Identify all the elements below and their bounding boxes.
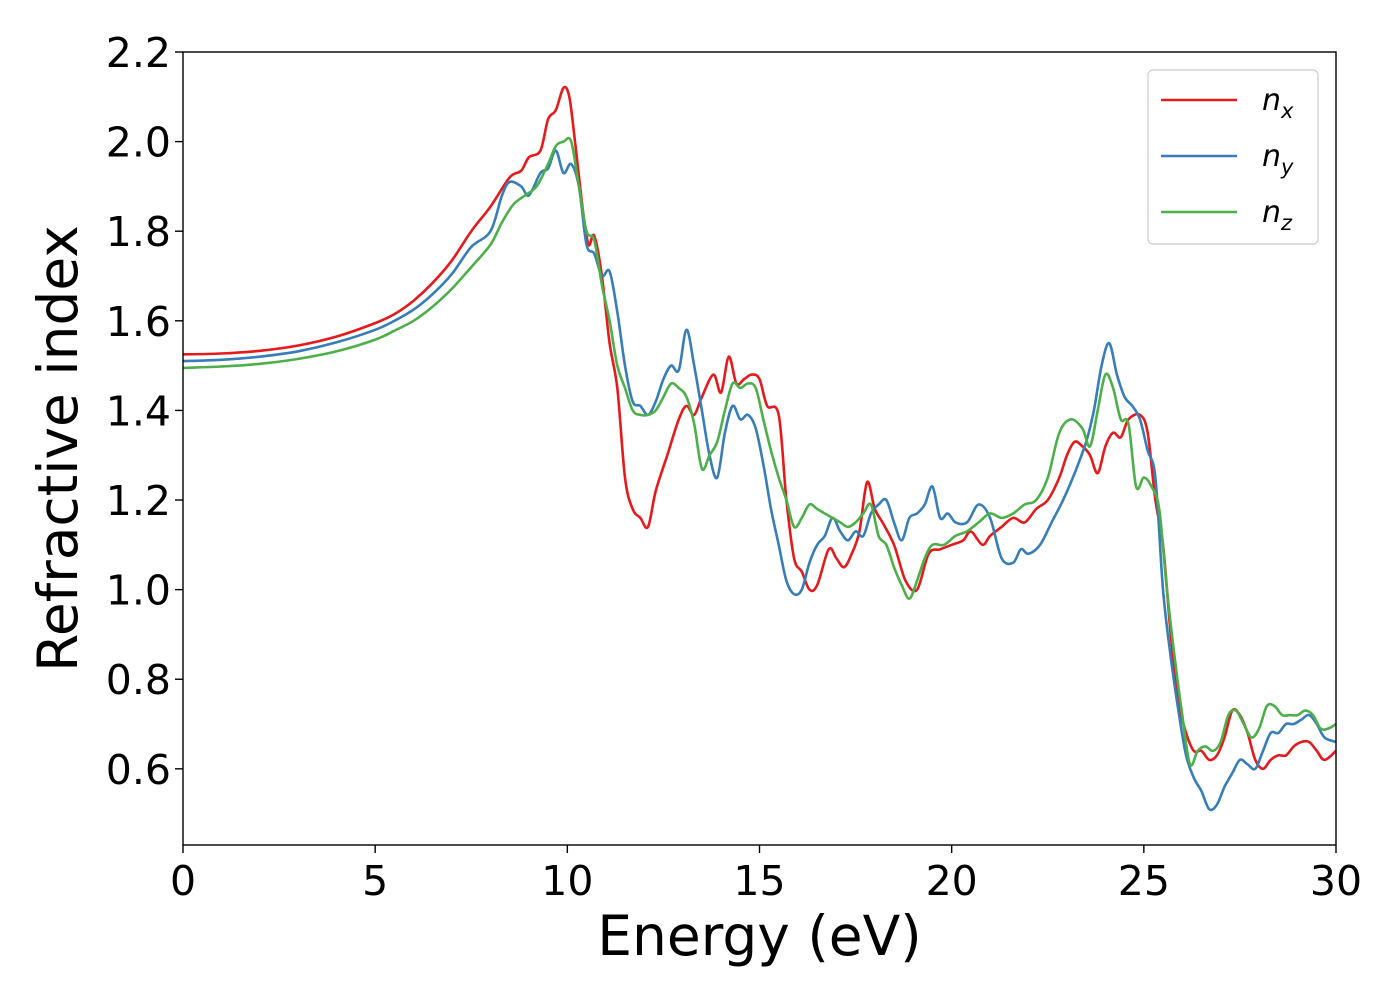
x-axis-title: Energy (eV) [597,904,921,968]
x-tick-label: 5 [362,857,388,905]
y-axis-title: Refractive index [26,225,90,672]
y-tick-label: 1.4 [106,387,171,435]
x-tick-label: 0 [170,857,196,905]
x-tick-label: 20 [926,857,978,905]
series-line-nz [182,136,1337,767]
legend: nx ny nz [1147,69,1319,245]
y-tick-label: 1.2 [106,477,171,525]
legend-label-nz: nz [1262,195,1293,235]
series-layer [182,85,1337,812]
y-tick-label: 1.0 [106,567,171,615]
y-tick-label: 0.8 [106,656,171,704]
y-tick-label: 1.6 [106,298,171,346]
y-axis: 0.6 0.8 1.0 1.2 1.4 1.6 1.8 2.0 2.2 [106,29,183,794]
y-tick-label: 1.8 [106,208,171,256]
x-tick-label: 15 [733,857,785,905]
y-tick-label: 2.2 [106,29,171,77]
x-tick-label: 10 [541,857,593,905]
legend-label-ny: ny [1262,139,1294,179]
x-tick-label: 30 [1310,857,1362,905]
x-tick-label: 25 [1118,857,1170,905]
x-axis: 0 5 10 15 20 25 30 [170,845,1362,905]
y-tick-label: 2.0 [106,119,171,167]
series-line-nx [182,85,1337,771]
series-line-ny [182,149,1337,812]
legend-label-nx: nx [1262,83,1294,123]
y-tick-label: 0.6 [106,746,171,794]
